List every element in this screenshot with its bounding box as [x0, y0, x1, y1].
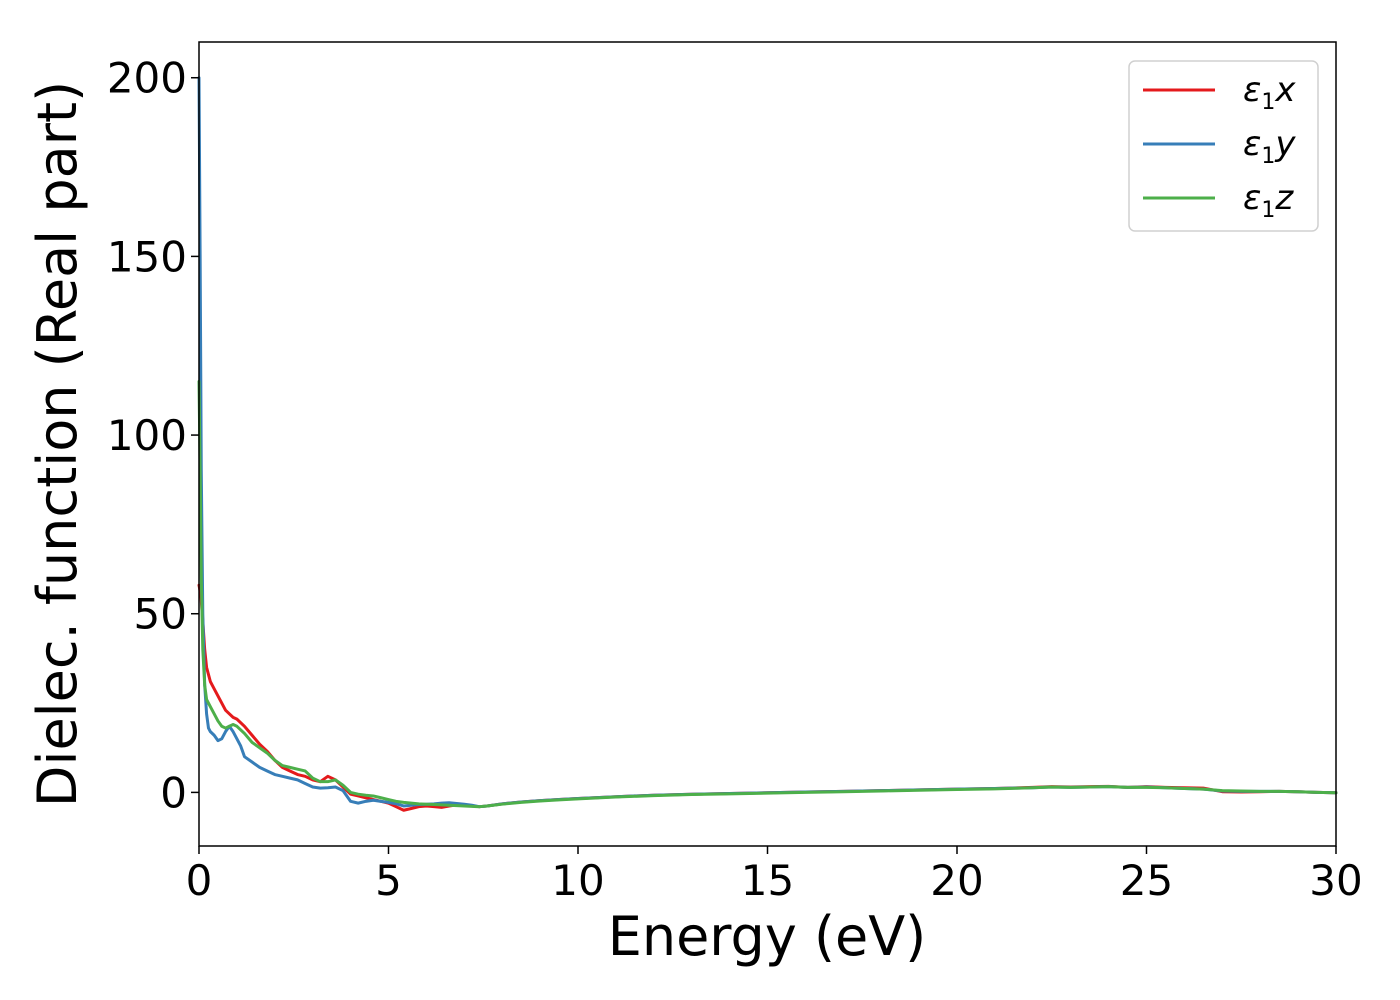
legend-entries: ε1x ε1y ε1z: [1143, 70, 1296, 223]
y-tick-label: 200: [107, 54, 187, 103]
x-tick-label: 10: [551, 856, 604, 905]
series-line-x: [197, 583, 1338, 812]
legend: ε1x ε1y ε1z: [1128, 60, 1319, 232]
series-line-z: [197, 379, 1338, 809]
legend-label-x: ε1x: [1243, 70, 1296, 115]
y-tick-label: 50: [134, 590, 187, 639]
y-axis-ticks: 0 50 100 150 200: [107, 54, 199, 817]
legend-label-y: ε1y: [1243, 124, 1296, 169]
legend-box: [1128, 60, 1319, 232]
y-tick-label: 100: [107, 411, 187, 460]
x-axis-ticks: 0 5 10 15 20 25 30: [186, 846, 1363, 905]
y-axis-title: Dielec. function (Real part): [26, 81, 89, 807]
series-layer: [197, 76, 1338, 812]
x-tick-label: 0: [186, 856, 213, 905]
x-tick-label: 5: [375, 856, 402, 905]
x-axis-title: Energy (eV): [608, 905, 927, 968]
x-tick-label: 15: [741, 856, 794, 905]
x-tick-label: 25: [1120, 856, 1173, 905]
y-tick-label: 0: [160, 768, 187, 817]
x-tick-label: 30: [1309, 856, 1362, 905]
y-tick-label: 150: [107, 232, 187, 281]
x-tick-label: 20: [930, 856, 983, 905]
legend-label-z: ε1z: [1243, 178, 1294, 223]
